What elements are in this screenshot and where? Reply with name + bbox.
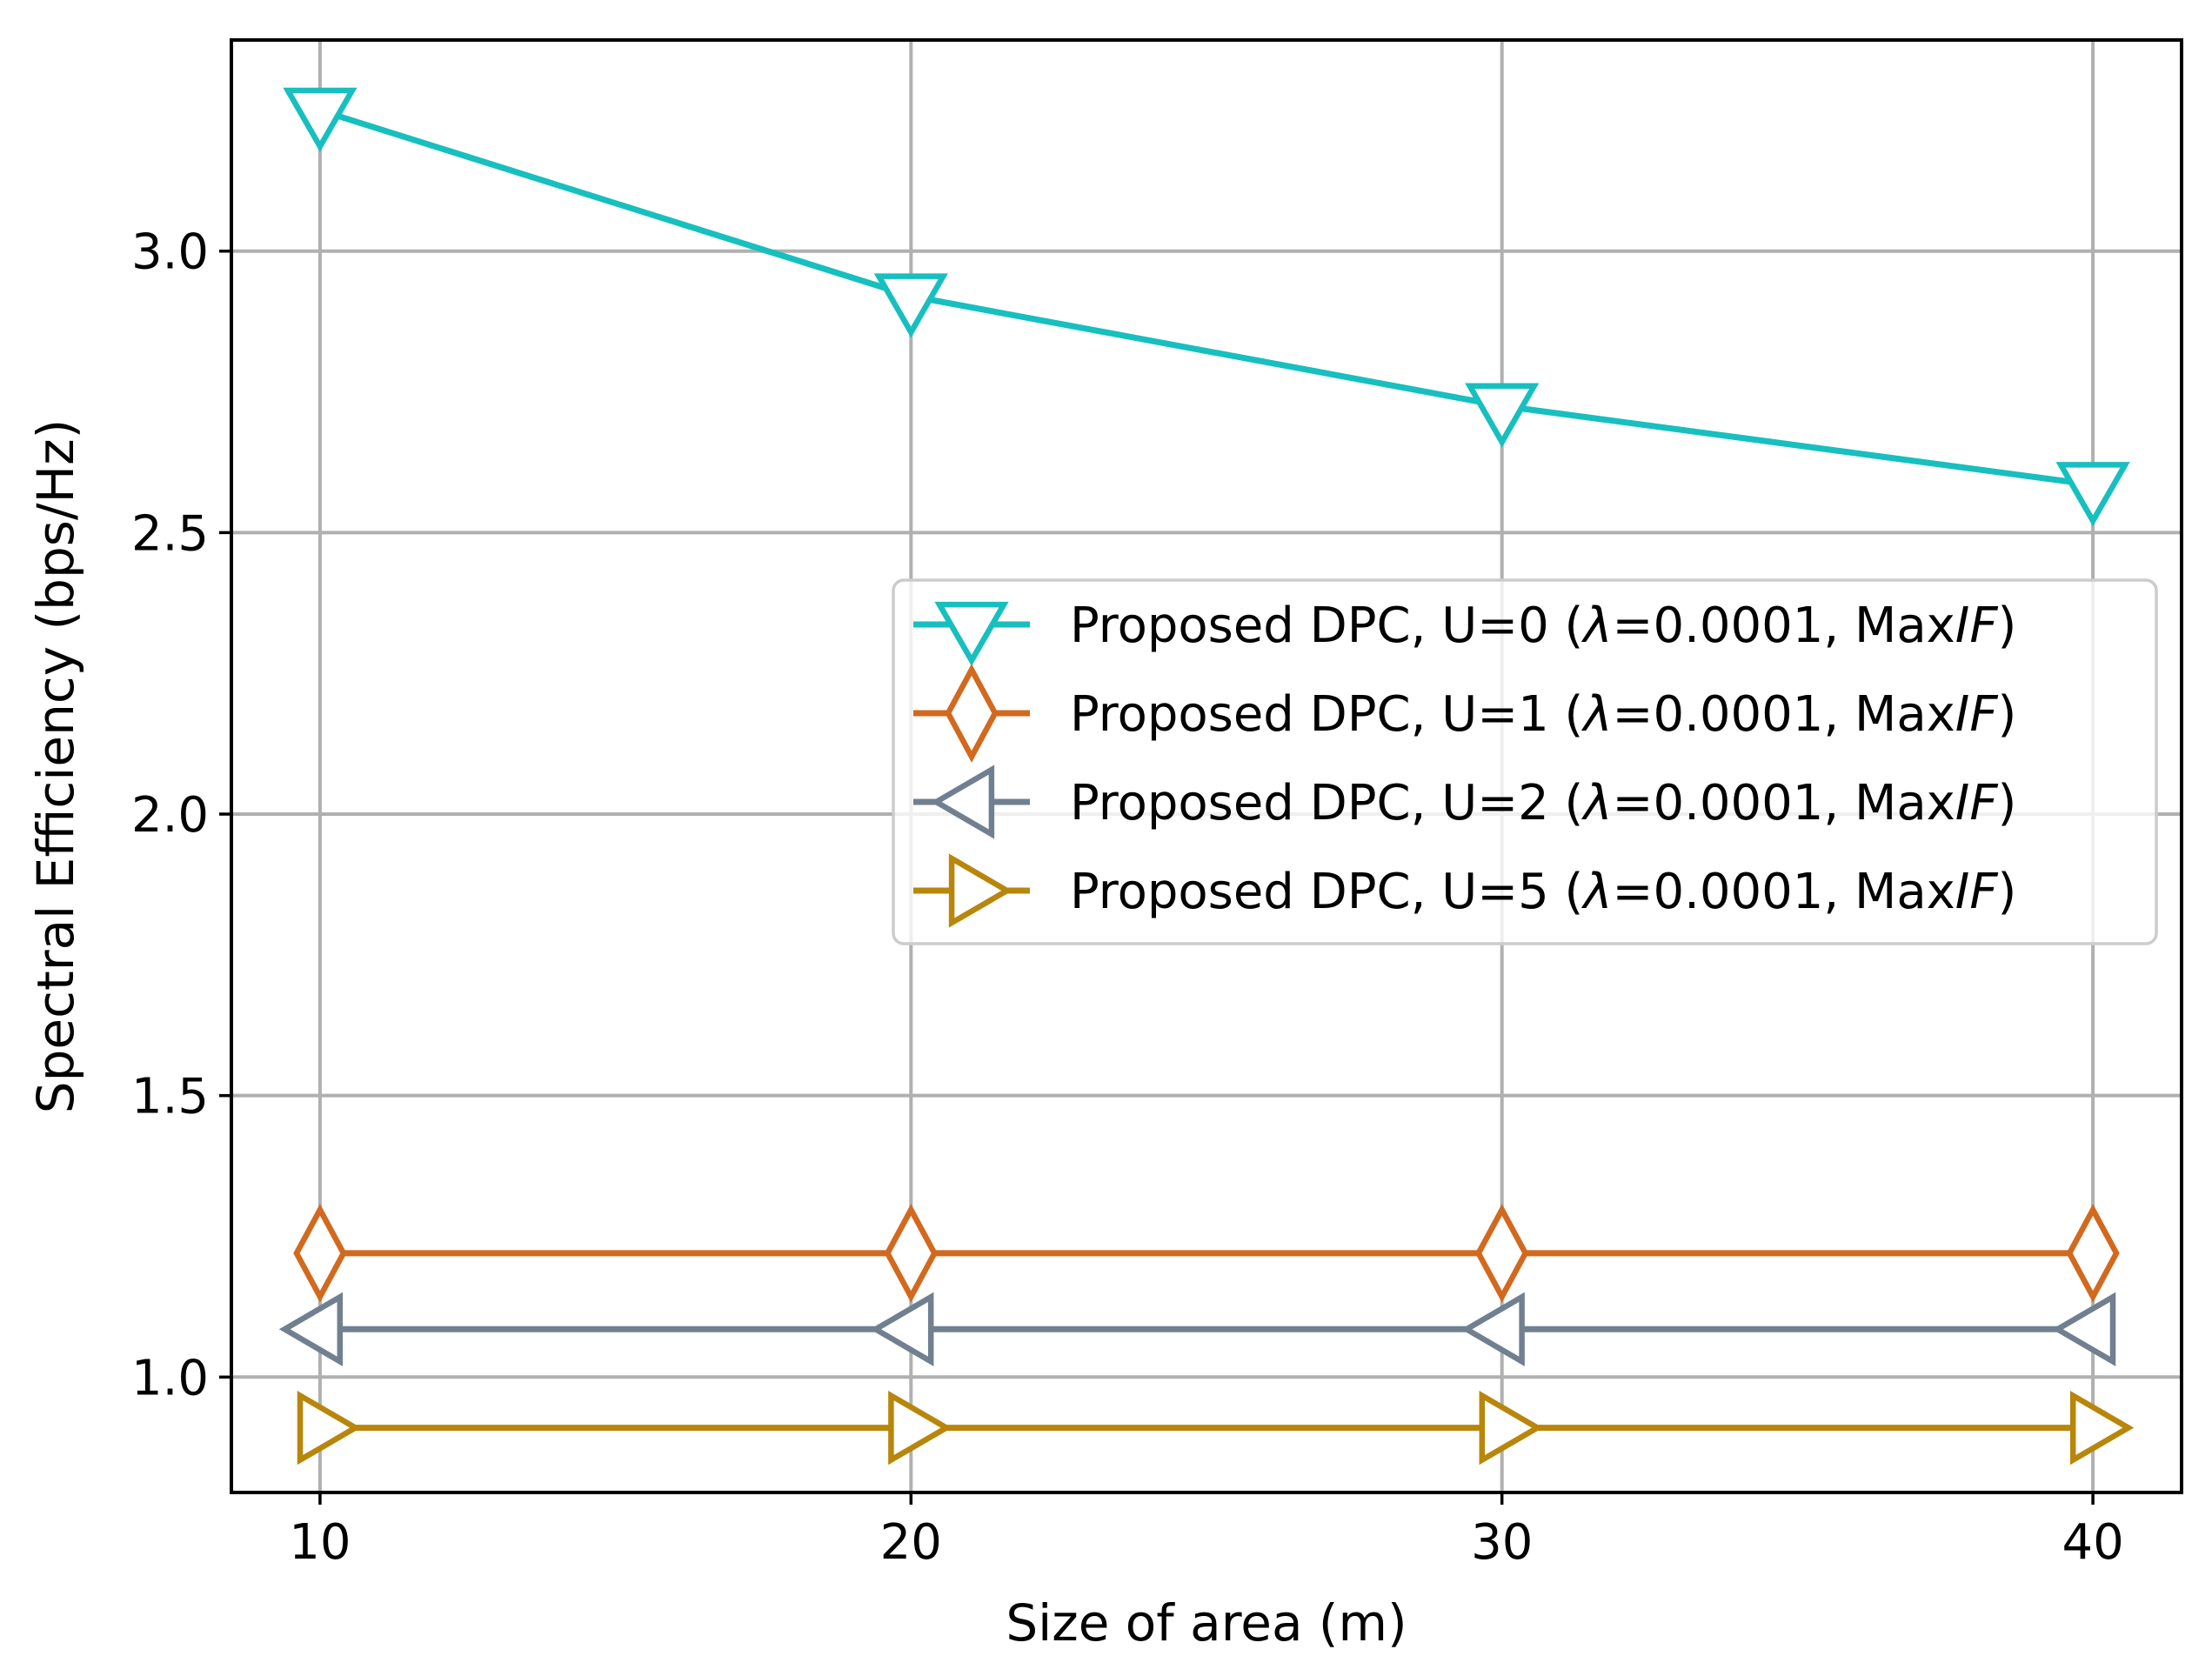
data-point-s1-2 [1475, 1204, 1529, 1303]
legend-label-prefix: Proposed DPC, U=5 ( [1070, 864, 1583, 920]
legend-label-suffix: ) [1998, 775, 2017, 831]
legend-label-suffix: ) [1998, 686, 2017, 743]
series-markers [278, 87, 2135, 1466]
x-tick-label: 10 [289, 1514, 351, 1571]
legend-label-2: Proposed DPC, U=2 (λ=0.0001, MaxIF) [1070, 775, 2016, 831]
y-tick-label: 2.5 [131, 505, 209, 562]
data-point-s2-3 [2051, 1292, 2116, 1366]
data-point-s0-0 [283, 87, 358, 152]
data-point-s1-1 [884, 1204, 938, 1303]
legend-label-1: Proposed DPC, U=1 (λ=0.0001, MaxIF) [1070, 686, 2016, 743]
series-lines [318, 107, 2094, 1432]
data-point-s3-2 [1479, 1390, 1543, 1466]
data-point-s2-2 [1460, 1292, 1525, 1366]
legend-marker-2 [930, 765, 995, 839]
data-point-s3-0 [297, 1390, 362, 1466]
y-tick-label: 3.0 [131, 224, 209, 281]
y-tick-label: 1.5 [131, 1069, 209, 1125]
legend-label-lambda: λ [1580, 686, 1612, 743]
legend-label-italic: IF [1955, 864, 1999, 920]
plot-frame [230, 38, 2183, 1494]
legend-box [892, 578, 2158, 945]
legend-label-prefix: Proposed DPC, U=0 ( [1070, 598, 1583, 654]
legend-label-mid: =0.0001, Max [1613, 864, 1955, 920]
legend: Proposed DPC, U=0 (λ=0.0001, MaxIF)Propo… [892, 578, 2158, 945]
legend-label-lambda: λ [1580, 775, 1612, 831]
legend-marker-1 [945, 664, 999, 763]
x-axis-ticks: 10 20 30 40 [289, 1492, 2124, 1571]
data-point-s3-1 [888, 1390, 952, 1466]
legend-label-italic: IF [1955, 686, 1999, 743]
x-tick-label: 40 [2062, 1514, 2123, 1571]
y-tick-label: 2.0 [131, 787, 209, 844]
legend-label-italic: IF [1955, 598, 1999, 654]
x-axis-label: Size of area (m) [1006, 1593, 1407, 1653]
legend-label-suffix: ) [1998, 864, 2017, 920]
data-point-s1-3 [2066, 1204, 2120, 1303]
legend-label-mid: =0.0001, Max [1613, 598, 1955, 654]
data-point-s0-2 [1465, 383, 1540, 448]
legend-label-italic: IF [1955, 775, 1999, 831]
data-point-s2-1 [870, 1292, 934, 1366]
x-tick-label: 20 [880, 1514, 942, 1571]
y-axis-label: Spectral Efficiency (bps/Hz) [26, 419, 85, 1113]
legend-label-lambda: λ [1580, 598, 1612, 654]
legend-label-prefix: Proposed DPC, U=1 ( [1070, 686, 1583, 743]
data-point-s3-3 [2069, 1390, 2135, 1466]
legend-label-mid: =0.0001, Max [1613, 686, 1955, 743]
legend-label-prefix: Proposed DPC, U=2 ( [1070, 775, 1583, 831]
x-tick-label: 30 [1471, 1514, 1533, 1571]
legend-label-mid: =0.0001, Max [1613, 775, 1955, 831]
data-point-s0-1 [873, 273, 948, 338]
data-point-s2-0 [278, 1292, 344, 1366]
legend-label-lambda: λ [1580, 864, 1612, 920]
data-point-s1-0 [293, 1204, 347, 1303]
legend-marker-3 [948, 853, 1013, 928]
data-point-s0-3 [2055, 462, 2130, 527]
y-tick-label: 1.0 [131, 1350, 209, 1406]
legend-label-0: Proposed DPC, U=0 (λ=0.0001, MaxIF) [1070, 598, 2016, 654]
legend-label-suffix: ) [1998, 598, 2017, 654]
series-line-0 [318, 107, 2094, 488]
legend-label-3: Proposed DPC, U=5 (λ=0.0001, MaxIF) [1070, 864, 2016, 920]
y-axis-ticks: 1.0 1.5 2.0 2.5 3.0 [131, 224, 231, 1406]
legend-marker-0 [934, 601, 1009, 666]
